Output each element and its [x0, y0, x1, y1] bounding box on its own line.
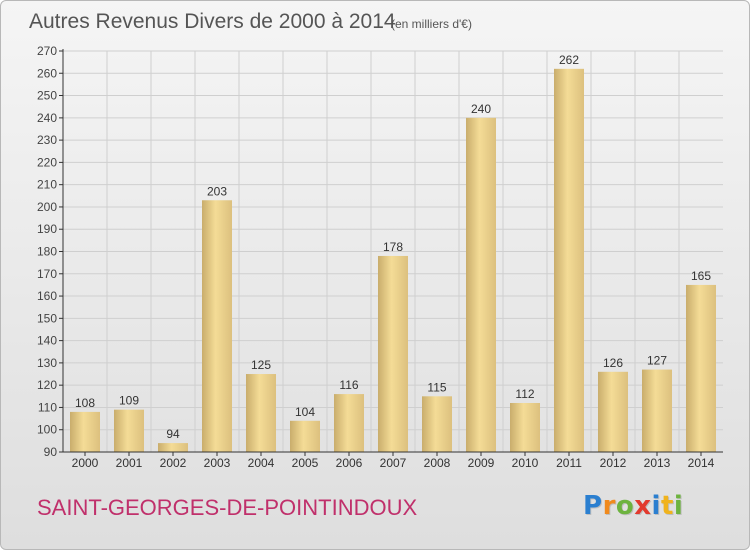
bar — [290, 420, 320, 452]
bar — [466, 117, 496, 452]
bar — [554, 68, 584, 453]
y-tick-label: 100 — [37, 423, 57, 437]
x-tick-label: 2001 — [116, 456, 143, 470]
x-tick-label: 2004 — [248, 456, 275, 470]
bars — [70, 68, 716, 453]
bar — [642, 369, 672, 452]
proxiti-logo: Proxiti — [583, 491, 683, 521]
bar — [70, 411, 100, 452]
x-tick-label: 2009 — [468, 456, 495, 470]
value-label: 104 — [295, 405, 315, 419]
value-label: 240 — [471, 102, 491, 116]
y-tick-label: 230 — [37, 133, 57, 147]
value-label: 262 — [559, 53, 579, 67]
y-tick-label: 110 — [38, 400, 57, 414]
chart-title: Autres Revenus Divers de 2000 à 2014 — [29, 10, 396, 33]
value-label: 115 — [427, 380, 446, 394]
logo-letter: o — [615, 491, 635, 521]
x-tick-label: 2006 — [336, 456, 363, 470]
y-tick-label: 140 — [37, 334, 57, 348]
bar — [598, 371, 628, 452]
x-tick-label: 2007 — [380, 456, 407, 470]
logo-letter: P — [583, 491, 603, 521]
value-label: 112 — [515, 387, 534, 401]
y-tick-label: 190 — [37, 222, 57, 236]
bar — [246, 374, 276, 452]
y-tick-label: 130 — [37, 356, 57, 370]
x-tick-label: 2010 — [512, 456, 539, 470]
logo-letter: x — [634, 491, 652, 521]
value-label: 127 — [647, 354, 667, 368]
logo-letter: i — [673, 491, 684, 521]
x-tick-label: 2012 — [600, 456, 627, 470]
y-tick-label: 180 — [37, 245, 57, 259]
x-tick-label: 2000 — [72, 456, 99, 470]
value-label: 126 — [603, 356, 623, 370]
y-tick-label: 210 — [37, 178, 57, 192]
x-tick-label: 2014 — [688, 456, 715, 470]
y-tick-label: 260 — [37, 66, 57, 80]
bar — [686, 284, 716, 452]
bar — [378, 255, 408, 452]
bar — [114, 409, 144, 452]
y-tick-label: 120 — [37, 378, 57, 392]
bar — [158, 443, 188, 452]
x-tick-label: 2005 — [292, 456, 319, 470]
bar — [422, 396, 452, 452]
y-tick-label: 270 — [37, 44, 57, 58]
value-label: 108 — [75, 396, 95, 410]
commune-name: SAINT-GEORGES-DE-POINTINDOUX — [37, 495, 418, 520]
y-tick-label: 250 — [37, 89, 57, 103]
value-label: 178 — [383, 240, 403, 254]
value-label: 109 — [119, 394, 139, 408]
y-tick-label: 240 — [37, 111, 57, 125]
value-label: 116 — [339, 378, 358, 392]
y-tick-label: 220 — [37, 155, 57, 169]
y-tick-label: 200 — [37, 200, 57, 214]
chart-subtitle: (en milliers d'€) — [391, 17, 472, 31]
x-tick-label: 2011 — [556, 456, 582, 470]
value-label: 94 — [166, 427, 180, 441]
x-tick-label: 2003 — [204, 456, 231, 470]
x-tick-label: 2002 — [160, 456, 187, 470]
value-label: 125 — [251, 358, 271, 372]
value-label: 165 — [691, 269, 711, 283]
bar — [202, 200, 232, 452]
bar — [334, 394, 364, 452]
bar — [510, 402, 540, 452]
y-tick-label: 170 — [37, 267, 57, 281]
value-labels: 108 109 94 203 125 104 116 178 115 240 112 262 126 12… — [75, 53, 711, 441]
y-tick-label: 160 — [37, 289, 57, 303]
x-tick-label: 2013 — [644, 456, 671, 470]
y-tick-label: 150 — [37, 311, 57, 325]
x-tick-label: 2008 — [424, 456, 451, 470]
logo-letter: t — [660, 491, 674, 521]
logo-letter: i — [651, 491, 661, 521]
logo-letter: r — [602, 491, 616, 521]
y-tick-label: 90 — [44, 445, 58, 459]
value-label: 203 — [207, 184, 227, 198]
axes: 90 100 110 120 130 140 150 160 170 180 190 200 210 22… — [37, 44, 723, 470]
